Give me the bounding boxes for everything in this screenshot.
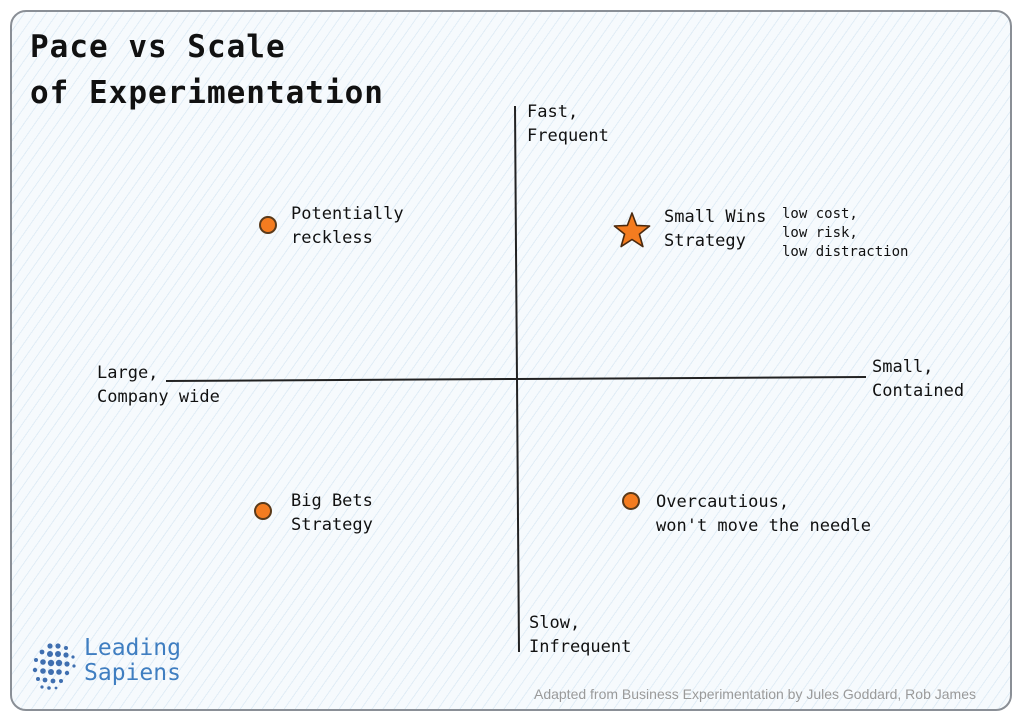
quadrant-top-right-label: Small Wins Strategy bbox=[664, 205, 766, 253]
quadrant-bottom-right-line-2: won't move the needle bbox=[656, 516, 871, 536]
brand-line-1: Leading bbox=[84, 635, 181, 661]
note-line-2: low risk, bbox=[782, 225, 858, 241]
dotted-circle-logo-icon bbox=[32, 643, 76, 690]
brand-name: Leading Sapiens bbox=[84, 636, 181, 686]
axis-bottom-line-1: Slow, bbox=[529, 613, 581, 633]
source-credit: Adapted from Business Experimentation by… bbox=[533, 686, 976, 702]
horizontal-axis bbox=[165, 376, 867, 382]
axis-label-right: Small, Contained bbox=[872, 355, 964, 403]
title-line-2: of Experimentation bbox=[30, 75, 384, 111]
marker-dot-potentially-reckless bbox=[259, 216, 277, 234]
quadrant-top-left-line-1: Potentially bbox=[291, 204, 404, 224]
quadrant-bottom-right-label: Overcautious, won't move the needle bbox=[656, 490, 871, 538]
axis-right-line-2: Contained bbox=[872, 381, 965, 401]
axis-left-line-1: Large, bbox=[97, 363, 159, 383]
quadrant-bottom-left-line-1: Big Bets bbox=[291, 491, 373, 511]
axis-label-top: Fast, Frequent bbox=[527, 100, 609, 148]
vertical-axis bbox=[514, 105, 520, 653]
marker-dot-big-bets bbox=[254, 502, 272, 520]
quadrant-top-left-line-2: reckless bbox=[291, 228, 373, 248]
diagram-title: Pace vs Scale of Experimentation bbox=[30, 24, 384, 116]
axis-left-line-2: Company wide bbox=[97, 387, 220, 407]
small-wins-note: low cost, low risk, low distraction bbox=[782, 205, 908, 262]
quadrant-top-right-line-2: Strategy bbox=[664, 231, 746, 251]
note-line-3: low distraction bbox=[782, 244, 909, 260]
axis-top-line-1: Fast, bbox=[527, 102, 579, 122]
axis-label-left: Large, Company wide bbox=[97, 361, 220, 409]
star-icon bbox=[613, 212, 651, 248]
title-line-1: Pace vs Scale bbox=[30, 29, 286, 65]
diagram-card bbox=[10, 10, 1012, 711]
quadrant-top-right-line-1: Small Wins bbox=[664, 207, 767, 227]
quadrant-bottom-right-line-1: Overcautious, bbox=[656, 492, 790, 512]
axis-right-line-1: Small, bbox=[872, 357, 934, 377]
marker-dot-overcautious bbox=[622, 492, 640, 510]
axis-label-bottom: Slow, Infrequent bbox=[529, 611, 631, 659]
quadrant-top-left-label: Potentially reckless bbox=[291, 202, 404, 250]
axis-top-line-2: Frequent bbox=[527, 126, 609, 146]
quadrant-bottom-left-line-2: Strategy bbox=[291, 515, 373, 535]
brand-line-2: Sapiens bbox=[84, 660, 181, 686]
axis-bottom-line-2: Infrequent bbox=[529, 637, 632, 657]
note-line-1: low cost, bbox=[782, 206, 858, 222]
quadrant-bottom-left-label: Big Bets Strategy bbox=[291, 489, 373, 537]
